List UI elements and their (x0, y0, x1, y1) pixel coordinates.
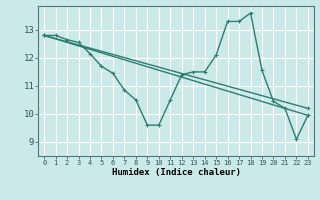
X-axis label: Humidex (Indice chaleur): Humidex (Indice chaleur) (111, 168, 241, 177)
